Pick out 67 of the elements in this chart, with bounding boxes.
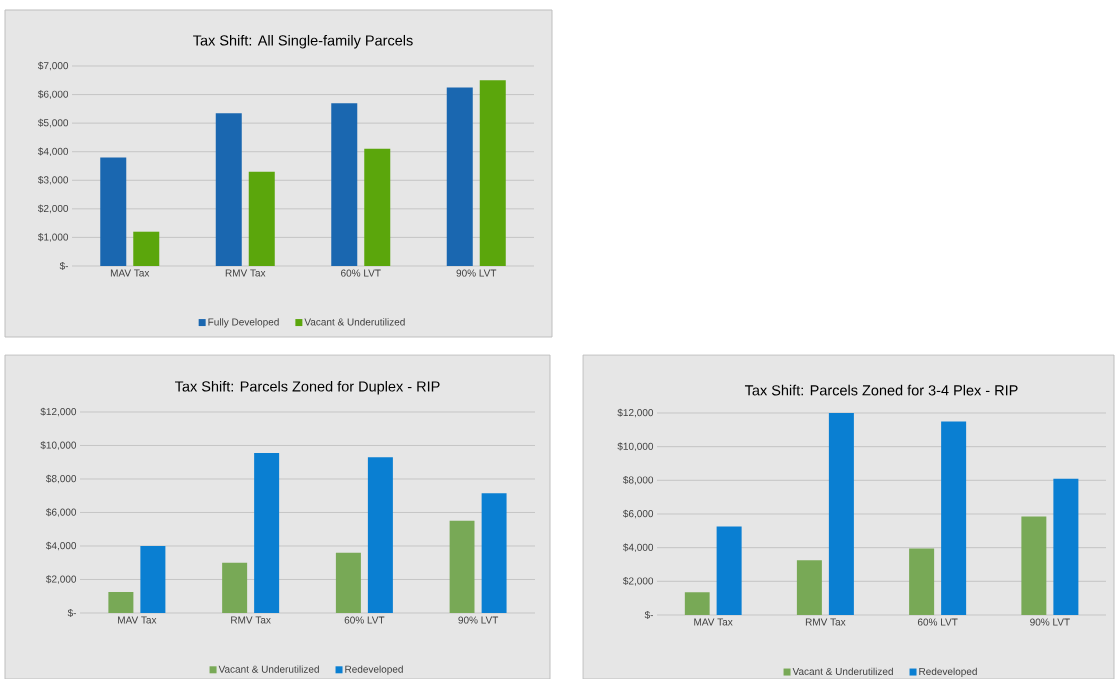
y-tick-label: $6,000	[38, 90, 69, 99]
y-tick-label: $-	[59, 261, 69, 271]
bar	[222, 562, 248, 613]
x-tick-label: MAV Tax	[694, 618, 733, 626]
legend-label: Vacant & Underutilized	[218, 665, 319, 673]
bar	[796, 560, 822, 615]
y-tick-label: $5,000	[38, 118, 69, 128]
bar	[254, 453, 280, 613]
bar	[716, 526, 742, 615]
chart-title: Tax Shift: All Single-family Parcels	[193, 34, 413, 49]
legend-label: Vacant & Underutilized	[304, 318, 405, 326]
bar	[140, 545, 166, 613]
bar	[133, 231, 160, 266]
y-tick-label: $12,000	[617, 408, 654, 418]
bar	[100, 157, 127, 266]
bar	[215, 113, 242, 266]
bar	[367, 457, 393, 613]
bar	[364, 148, 391, 266]
y-tick-label: $2,000	[38, 204, 69, 214]
chart-title: Tax Shift: Parcels Zoned for Duplex - RIP	[175, 380, 440, 395]
y-tick-label: $10,000	[40, 441, 77, 450]
legend-label: Fully Developed	[208, 318, 279, 328]
x-tick-label: MAV Tax	[118, 616, 157, 624]
y-tick-label: $8,000	[623, 475, 654, 485]
y-tick-label: $2,000	[623, 576, 654, 586]
bar	[909, 548, 935, 615]
y-tick-label: $4,000	[623, 543, 654, 552]
legend-label: Vacant & Underutilized	[792, 667, 893, 676]
y-tick-label: $4,000	[38, 147, 69, 157]
y-tick-label: $6,000	[623, 509, 654, 519]
legend-label: Redeveloped	[919, 667, 977, 677]
y-tick-label: $6,000	[46, 508, 77, 517]
bar	[684, 592, 710, 615]
bar	[248, 171, 275, 266]
x-tick-label: RMV Tax	[225, 269, 266, 277]
x-tick-label: 60% LVT	[344, 616, 385, 624]
y-tick-label: $-	[644, 610, 654, 620]
x-tick-label: RMV Tax	[231, 616, 271, 624]
legend-label: Redeveloped	[345, 665, 403, 675]
y-tick-label: $3,000	[38, 175, 69, 185]
bar	[479, 80, 506, 266]
x-tick-label: 60% LVT	[917, 618, 958, 626]
bar	[828, 412, 854, 615]
bar	[941, 421, 967, 615]
y-tick-label: $12,000	[40, 407, 77, 417]
bar	[108, 592, 134, 613]
bar	[481, 493, 507, 613]
bar	[1021, 516, 1047, 615]
x-tick-label: RMV Tax	[805, 618, 846, 626]
bar	[335, 552, 361, 613]
y-tick-label: $4,000	[46, 541, 77, 551]
y-tick-label: $1,000	[38, 233, 69, 242]
x-tick-label: MAV Tax	[110, 269, 150, 277]
y-tick-label: $2,000	[46, 575, 77, 584]
x-tick-label: 90% LVT	[1030, 618, 1070, 626]
bar	[1053, 478, 1079, 615]
y-tick-label: $10,000	[617, 442, 654, 451]
bar	[449, 520, 475, 613]
y-tick-label: $7,000	[38, 61, 69, 71]
bar	[446, 87, 473, 266]
chart-title: Tax Shift: Parcels Zoned for 3-4 Plex - RIP	[744, 384, 1018, 396]
x-tick-label: 90% LVT	[456, 269, 497, 277]
y-tick-label: $-	[67, 608, 77, 618]
y-tick-label: $8,000	[46, 474, 77, 484]
x-tick-label: 90% LVT	[458, 616, 499, 624]
bar	[331, 103, 358, 266]
x-tick-label: 60% LVT	[341, 269, 381, 277]
